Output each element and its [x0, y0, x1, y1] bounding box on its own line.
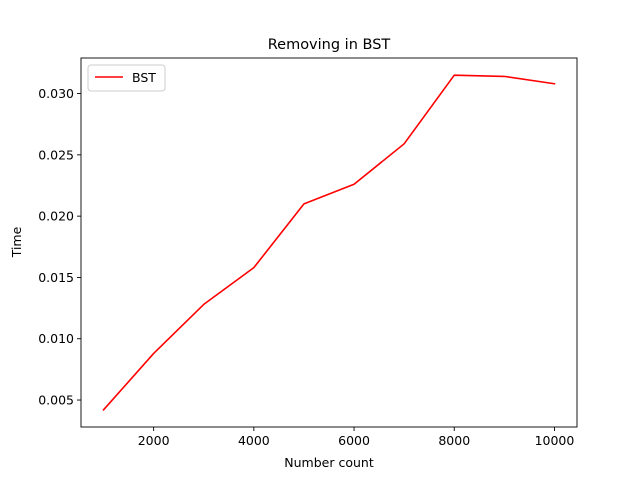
legend-box	[87, 64, 166, 92]
x-axis-label: Number count	[284, 455, 374, 470]
x-axis-ticks: 2000 4000 6000 8000 10000	[138, 427, 575, 448]
y-tick-label: 0.030	[38, 86, 74, 101]
series-layer	[102, 74, 556, 411]
plot-frame	[80, 57, 578, 428]
y-axis-ticks: 0.005 0.010 0.015 0.020 0.025 0.030	[38, 86, 81, 408]
plot-area: 2000 4000 6000 8000 10000 0.0050.0100.0150.0…	[38, 57, 578, 448]
x-tick-label: 2000	[138, 433, 170, 448]
y-tick-label: 0.005	[38, 393, 74, 408]
x-tick-label: 6000	[338, 433, 370, 448]
x-tick-label: 4000	[238, 433, 270, 448]
series-line-bst	[102, 74, 556, 411]
y-tick-label: 0.015	[38, 270, 74, 285]
y-tick-label: 0.010	[38, 331, 74, 346]
x-tick-label: 8000	[438, 433, 470, 448]
y-tick-label: 0.025	[38, 147, 74, 162]
x-tick-label: 10000	[535, 433, 575, 448]
y-tick-label: 0.020	[38, 209, 74, 224]
chart-title: Removing in BST	[268, 37, 391, 53]
legend: BST	[87, 64, 166, 92]
legend-label-bst: BST	[132, 70, 156, 85]
y-axis-label: Time	[9, 226, 24, 258]
